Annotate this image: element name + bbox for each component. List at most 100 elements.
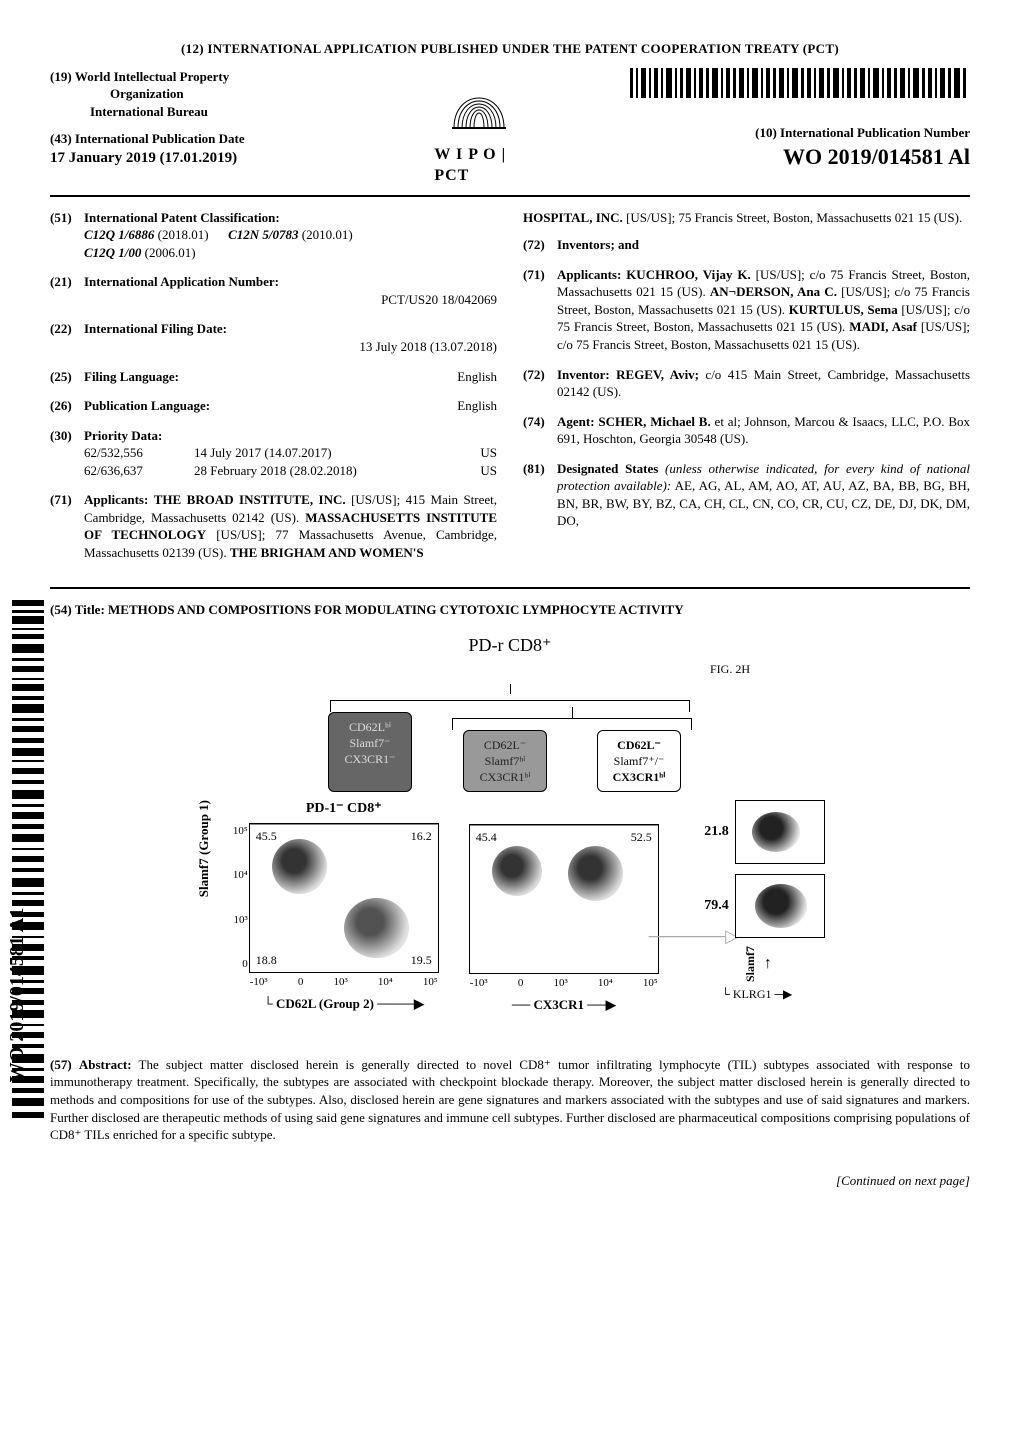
field-74-text: SCHER, Michael B. et al; Johnson, Marcou… xyxy=(557,414,970,447)
bibliographic-columns: (51) International Patent Classification… xyxy=(50,197,970,590)
quad-value: 19.5 xyxy=(411,952,432,968)
tree-node: CD62L⁻ Slamf7⁺/⁻ CX3CR1ʰⁱ xyxy=(597,730,681,793)
publication-number: WO 2019/014581 Al xyxy=(540,142,970,172)
field-10-num: (10) xyxy=(755,125,777,140)
pct-banner: (12) INTERNATIONAL APPLICATION PUBLISHED… xyxy=(50,40,970,58)
mini-val: 79.4 xyxy=(689,897,729,916)
xtick: 10⁴ xyxy=(598,976,613,991)
node-line: CD62L⁻ xyxy=(474,737,536,753)
field-22-label: International Filing Date: xyxy=(84,320,497,338)
field-81: (81) Designated States (unless otherwise… xyxy=(523,460,970,530)
field-26-num: (26) xyxy=(50,397,84,415)
field-72-num: (72) xyxy=(523,236,557,254)
left-column: (51) International Patent Classification… xyxy=(50,209,497,574)
mid-xlabel: ── CX3CR1 ──▶ xyxy=(512,996,616,1014)
field-21-value: PCT/US20 18/042069 xyxy=(84,291,497,309)
xtick: -10³ xyxy=(470,976,488,991)
mini-val: 21.8 xyxy=(689,823,729,842)
xtick: 10³ xyxy=(333,975,347,990)
field-26-value: English xyxy=(457,397,497,415)
org-line: Organization xyxy=(50,85,418,103)
xtick: -10³ xyxy=(250,975,268,990)
priority-number: 62/532,556 xyxy=(84,444,194,462)
header: (19) World Intellectual Property Organiz… xyxy=(50,68,970,197)
priority-date: 28 February 2018 (28.02.2018) xyxy=(194,462,457,480)
node-line: Slamf7⁺/⁻ xyxy=(608,753,670,769)
field-22-value: 13 July 2018 (13.07.2018) xyxy=(84,338,497,356)
tree-node: CD62L⁻ Slamf7ʰⁱ CX3CR1ʰⁱ xyxy=(463,730,547,793)
field-25-value: English xyxy=(457,368,497,386)
field-25-label: Filing Language: xyxy=(84,368,179,386)
field-22-num: (22) xyxy=(50,320,84,355)
field-26-label: Publication Language: xyxy=(84,397,210,415)
field-26: (26) Publication Language: English xyxy=(50,397,497,415)
mini-plot-top: 21.8 xyxy=(689,800,825,864)
field-57-num: (57) xyxy=(50,1057,72,1072)
ytick: 10³ xyxy=(208,913,248,928)
field-72b-num: (72) xyxy=(523,366,557,401)
wipo-logo xyxy=(444,68,514,138)
field-54-num: (54) xyxy=(50,602,72,617)
node-line: CX3CR1⁻ xyxy=(339,751,401,767)
scatter-plots: Slamf7 (Group 1) PD-1⁻ CD8⁺ 10⁵ 10⁴ 10³ … xyxy=(195,800,825,1038)
right-ylabel: Slamf7 xyxy=(742,946,758,982)
quad-value: 52.5 xyxy=(631,829,652,845)
field-19-text: World Intellectual Property xyxy=(75,69,229,84)
right-xlabel: └ KLRG1 ─▶ xyxy=(721,986,792,1002)
field-74: (74) Agent: SCHER, Michael B. et al; Joh… xyxy=(523,413,970,448)
field-74-label: Agent: xyxy=(557,414,595,429)
xtick: 0 xyxy=(518,976,524,991)
quad-value: 16.2 xyxy=(411,828,432,844)
field-54-text: METHODS AND COMPOSITIONS FOR MODULATING … xyxy=(108,602,684,617)
field-51: (51) International Patent Classification… xyxy=(50,209,497,262)
field-71b-num: (71) xyxy=(523,266,557,354)
ytick: 0 xyxy=(208,957,248,972)
left-scatter: 10⁵ 10⁴ 10³ 0 45.5 16.2 18.8 19.5 -10³ 0 xyxy=(249,823,439,973)
abstract-text: The subject matter disclosed herein is g… xyxy=(50,1057,970,1142)
ytick: 10⁵ xyxy=(208,824,248,839)
international-bureau: International Bureau xyxy=(50,103,418,121)
field-57-label: Abstract: xyxy=(79,1057,132,1072)
node-line: Slamf7ʰⁱ xyxy=(474,753,536,769)
priority-country: US xyxy=(457,462,497,480)
tree-node: CD62Lʰⁱ Slamf7⁻ CX3CR1⁻ xyxy=(328,712,412,793)
xtick: 10⁵ xyxy=(643,976,658,991)
field-57-abstract: (57) Abstract: The subject matter disclo… xyxy=(50,1056,970,1144)
field-71b-label: Applicants: xyxy=(557,267,621,282)
figure-top-label: PD-r CD8⁺ xyxy=(468,633,551,657)
field-21: (21) International Application Number: P… xyxy=(50,273,497,308)
publication-date: 17 January 2019 (17.01.2019) xyxy=(50,148,418,168)
field-10-text: International Publication Number xyxy=(780,125,970,140)
priority-number: 62/636,637 xyxy=(84,462,194,480)
xtick: 10³ xyxy=(553,976,567,991)
mid-scatter: 45.4 52.5 -10³ 0 10³ 10⁴ 10⁵ xyxy=(469,824,659,974)
field-51-label: International Patent Classification: xyxy=(84,209,353,227)
field-25-num: (25) xyxy=(50,368,84,386)
field-30-label: Priority Data: xyxy=(84,427,497,445)
vertical-pub-number: WO 2019/014581 A1 xyxy=(4,845,31,1145)
field-21-num: (21) xyxy=(50,273,84,308)
xtick: 0 xyxy=(298,975,304,990)
field-43-text: International Publication Date xyxy=(75,131,245,146)
horizontal-barcode xyxy=(630,68,970,98)
field-74-num: (74) xyxy=(523,413,557,448)
field-72: (72) Inventors; and xyxy=(523,236,970,254)
ipc-code: C12Q 1/00 xyxy=(84,245,141,260)
wipo-pct-label: W I P O | PCT xyxy=(434,144,524,187)
quad-value: 45.4 xyxy=(476,829,497,845)
figure-id: FIG. 2H xyxy=(710,661,750,677)
field-72-label: Inventors; and xyxy=(557,236,639,254)
field-54: (54) Title: METHODS AND COMPOSITIONS FOR… xyxy=(50,601,970,619)
left-plot-title: PD-1⁻ CD8⁺ xyxy=(306,800,382,819)
field-71b: (71) Applicants: KUCHROO, Vijay K. [US/U… xyxy=(523,266,970,354)
ytick: 10⁴ xyxy=(208,868,248,883)
left-xlabel: └ CD62L (Group 2) ────▶ xyxy=(263,995,424,1013)
node-line: CD62Lʰⁱ xyxy=(339,719,401,735)
node-line: CD62L⁻ xyxy=(608,737,670,753)
continued-footer: [Continued on next page] xyxy=(50,1172,970,1190)
field-43-num: (43) xyxy=(50,131,72,146)
node-line: Slamf7⁻ xyxy=(339,735,401,751)
priority-country: US xyxy=(457,444,497,462)
right-column: HOSPITAL, INC. [US/US]; 75 Francis Stree… xyxy=(523,209,970,574)
ipc-code: C12Q 1/6886 xyxy=(84,227,154,242)
